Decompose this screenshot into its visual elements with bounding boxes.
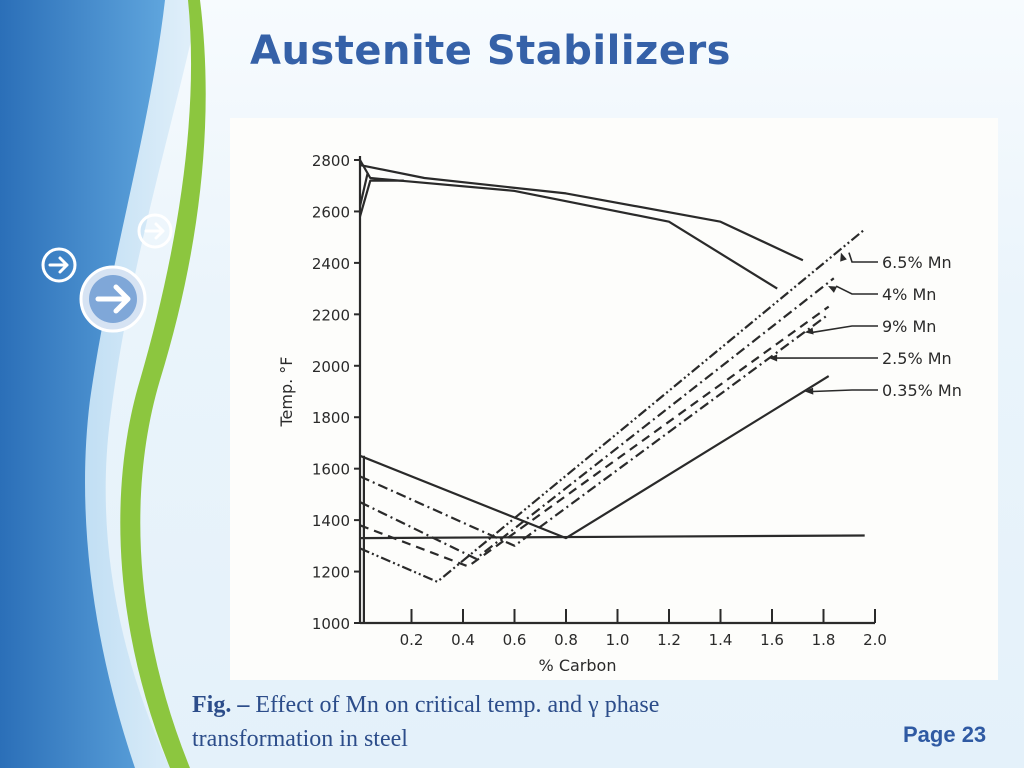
- page-number: Page 23: [903, 722, 987, 747]
- x-tick-label: 0.6: [503, 631, 527, 649]
- series-line: [359, 305, 830, 568]
- x-tick-label: 0.8: [554, 631, 578, 649]
- phase-boundary-line: [359, 164, 804, 262]
- legend-label: 4% Mn: [882, 285, 936, 304]
- figure-caption: Fig. – Effect of Mn on critical temp. an…: [192, 688, 792, 756]
- arrow-right-icon: [40, 246, 78, 284]
- phase-boundary-line: [358, 172, 369, 207]
- legend-arrowhead: [804, 387, 814, 395]
- phase-boundary-line: [358, 179, 404, 217]
- phase-boundary-line: [359, 159, 778, 290]
- legend-leader-line: [812, 325, 878, 334]
- caption-text: Effect of Mn on critical temp. and γ pha…: [192, 692, 660, 752]
- legend-arrowhead: [828, 286, 838, 293]
- legend-arrowhead: [768, 354, 778, 362]
- chart-legend: 6.5% Mn 4% Mn 9% Mn 2.5% Mn 0.35% Mn: [768, 252, 962, 400]
- series-line: [359, 277, 835, 560]
- chart-axes: 1000 1200 1400 1600 1800 2000 2200 2400 2600 2800…: [277, 152, 887, 675]
- y-tick-label: 1600: [312, 461, 350, 479]
- x-tick-label: 1.2: [657, 631, 681, 649]
- x-tick-label: 0.4: [451, 631, 475, 649]
- chart-lines: [358, 159, 866, 623]
- legend-label: 9% Mn: [882, 317, 936, 336]
- y-tick-label: 2200: [312, 306, 350, 324]
- y-tick-label: 2600: [312, 203, 350, 221]
- legend-leader-line: [835, 285, 878, 295]
- legend-arrowhead: [840, 252, 847, 262]
- legend-leader-line: [848, 252, 878, 263]
- y-tick-label: 2400: [312, 255, 350, 273]
- y-tick-label: 2800: [312, 152, 350, 170]
- legend-leader-line: [812, 389, 878, 393]
- side-decoration: [0, 0, 206, 768]
- phase-diagram-chart: 1000 1200 1400 1600 1800 2000 2200 2400 2600 2800…: [277, 152, 962, 675]
- arrow-right-icon: [136, 212, 174, 250]
- legend-label: 0.35% Mn: [882, 381, 962, 400]
- x-axis-label: % Carbon: [539, 656, 617, 675]
- x-tick-label: 1.6: [760, 631, 784, 649]
- legend-label: 2.5% Mn: [882, 349, 952, 368]
- caption-label: Fig. –: [192, 692, 250, 718]
- figure-panel: 1000 1200 1400 1600 1800 2000 2200 2400 2600 2800…: [230, 118, 998, 680]
- legend-label: 6.5% Mn: [882, 253, 952, 272]
- series-line: [359, 228, 866, 583]
- phase-boundary-line: [359, 534, 865, 540]
- x-tick-label: 1.4: [709, 631, 733, 649]
- x-tick-label: 2.0: [863, 631, 887, 649]
- x-tick-label: 0.2: [400, 631, 424, 649]
- y-axis-label: Temp. °F: [277, 356, 296, 427]
- series-line: [359, 375, 830, 540]
- series-line: [359, 313, 830, 547]
- y-tick-label: 1200: [312, 564, 350, 582]
- y-tick-label: 1400: [312, 512, 350, 530]
- y-tick-label: 1800: [312, 409, 350, 427]
- x-tick-label: 1.8: [812, 631, 836, 649]
- legend-arrowhead: [804, 327, 814, 335]
- slide-title: Austenite Stabilizers: [250, 28, 731, 74]
- x-tick-label: 1.0: [606, 631, 630, 649]
- y-tick-label: 1000: [312, 615, 350, 633]
- arrow-right-icon: [78, 264, 148, 334]
- y-tick-label: 2000: [312, 358, 350, 376]
